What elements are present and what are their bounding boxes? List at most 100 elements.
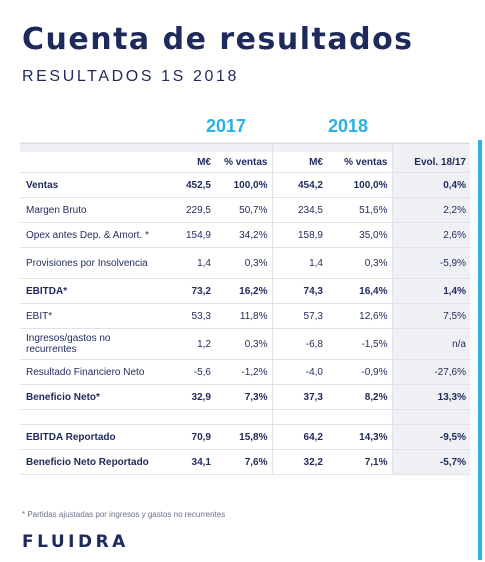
cell-label: Ingresos/gastos no recurrentes	[20, 328, 155, 360]
cell-me-2017: 1,2	[155, 328, 215, 360]
cell-me-2017: 229,5	[155, 197, 215, 223]
cell-pct-2018: -1,5%	[327, 328, 392, 360]
column-header-me-2017: M€	[155, 144, 215, 173]
table-row: Beneficio Neto Reportado 34,1 7,6% 32,2 7,1%…	[20, 449, 470, 475]
cell-evolution: 1,4%	[391, 278, 470, 304]
table-row: EBITDA Reportado 70,9 15,8% 64,2 14,3% -9,5%	[20, 424, 470, 450]
spacer-cell	[20, 409, 155, 425]
cell-me-2018: -4,0	[271, 359, 327, 385]
cell-evolution: 13,3%	[391, 384, 470, 410]
column-header-pct-2017: % ventas	[215, 144, 272, 173]
spacer-cell	[327, 409, 392, 425]
column-header-label	[20, 144, 155, 173]
cell-evolution: n/a	[391, 328, 470, 360]
column-header-me-2018: M€	[271, 144, 327, 173]
cell-pct-2018: 8,2%	[327, 384, 392, 410]
cell-me-2017: 32,9	[155, 384, 215, 410]
cell-pct-2018: 35,0%	[327, 222, 392, 248]
column-header-evolution: Evol. 18/17	[391, 144, 470, 173]
cell-pct-2017: 7,3%	[215, 384, 272, 410]
cell-label: EBITDA Reportado	[20, 424, 155, 450]
cell-pct-2017: 0,3%	[215, 247, 272, 279]
cell-pct-2018: 51,6%	[327, 197, 392, 223]
cell-label: EBIT*	[20, 303, 155, 329]
cell-me-2017: 34,1	[155, 449, 215, 475]
cell-pct-2017: 100,0%	[215, 172, 272, 198]
cell-me-2018: 64,2	[271, 424, 327, 450]
year-2018-heading: 2018	[328, 116, 369, 136]
cell-label: Margen Bruto	[20, 197, 155, 223]
page-title: Cuenta de resultados	[22, 22, 414, 57]
cell-me-2017: -5,6	[155, 359, 215, 385]
table-row: Provisiones por Insolvencia 1,4 0,3% 1,4 0,3…	[20, 247, 470, 279]
table-header-row: M€ % ventas M€ % ventas Evol. 18/17	[20, 144, 470, 173]
cell-me-2017: 70,9	[155, 424, 215, 450]
table-body: Ventas 452,5 100,0% 454,2 100,0% 0,4% Margen B…	[20, 172, 470, 475]
table-row: Ventas 452,5 100,0% 454,2 100,0% 0,4%	[20, 172, 470, 198]
cell-evolution: 7,5%	[391, 303, 470, 329]
cell-pct-2017: -1,2%	[215, 359, 272, 385]
cell-label: Beneficio Neto Reportado	[20, 449, 155, 475]
cell-label: Ventas	[20, 172, 155, 198]
table-row: Opex antes Dep. & Amort. * 154,9 34,2% 158,…	[20, 222, 470, 248]
table-row: EBIT* 53,3 11,8% 57,3 12,6% 7,5%	[20, 303, 470, 329]
footnote: * Partidas ajustadas por ingresos y gast…	[22, 510, 226, 519]
column-header-pct-2018: % ventas	[327, 144, 392, 173]
cell-me-2018: 1,4	[271, 247, 327, 279]
cell-me-2017: 53,3	[155, 303, 215, 329]
cell-evolution: 2,6%	[391, 222, 470, 248]
page-subtitle: RESULTADOS 1S 2018	[22, 68, 239, 85]
cell-me-2017: 452,5	[155, 172, 215, 198]
cell-me-2018: 32,2	[271, 449, 327, 475]
results-table: M€ % ventas M€ % ventas Evol. 18/17 Vent…	[20, 144, 470, 475]
table-row: Resultado Financiero Neto -5,6 -1,2% -4,0 -0…	[20, 359, 470, 385]
cell-pct-2018: 7,1%	[327, 449, 392, 475]
cell-me-2018: 37,3	[271, 384, 327, 410]
cell-label: Opex antes Dep. & Amort. *	[20, 222, 155, 248]
cell-me-2018: 74,3	[271, 278, 327, 304]
cell-evolution: 0,4%	[391, 172, 470, 198]
fluidra-logo: FLUIDRA	[22, 532, 129, 552]
cell-evolution: -5,9%	[391, 247, 470, 279]
table-row: Beneficio Neto* 32,9 7,3% 37,3 8,2% 13,3%	[20, 384, 470, 410]
cell-pct-2017: 11,8%	[215, 303, 272, 329]
spacer-cell	[215, 409, 272, 425]
cell-evolution: -27,6%	[391, 359, 470, 385]
spacer-cell	[271, 409, 327, 425]
spacer-cell	[155, 409, 215, 425]
cell-me-2018: 454,2	[271, 172, 327, 198]
table-spacer-row	[20, 409, 470, 425]
cell-label: Resultado Financiero Neto	[20, 359, 155, 385]
cell-evolution: -5,7%	[391, 449, 470, 475]
cell-pct-2017: 50,7%	[215, 197, 272, 223]
cell-pct-2017: 7,6%	[215, 449, 272, 475]
year-2017-heading: 2017	[206, 116, 247, 136]
table-row: Margen Bruto 229,5 50,7% 234,5 51,6% 2,2%	[20, 197, 470, 223]
cell-pct-2017: 0,3%	[215, 328, 272, 360]
cell-me-2017: 73,2	[155, 278, 215, 304]
cell-pct-2017: 15,8%	[215, 424, 272, 450]
cell-label: Beneficio Neto*	[20, 384, 155, 410]
table-row: EBITDA* 73,2 16,2% 74,3 16,4% 1,4%	[20, 278, 470, 304]
cell-label: Provisiones por Insolvencia	[20, 247, 155, 279]
cell-me-2018: 57,3	[271, 303, 327, 329]
cell-me-2017: 1,4	[155, 247, 215, 279]
results-table-container: M€ % ventas M€ % ventas Evol. 18/17 Vent…	[20, 143, 470, 475]
cell-pct-2018: -0,9%	[327, 359, 392, 385]
cell-label: EBITDA*	[20, 278, 155, 304]
cell-me-2018: -6,8	[271, 328, 327, 360]
table-row: Ingresos/gastos no recurrentes 1,2 0,3% -6,…	[20, 328, 470, 360]
cell-evolution: 2,2%	[391, 197, 470, 223]
cell-pct-2018: 16,4%	[327, 278, 392, 304]
cell-pct-2018: 14,3%	[327, 424, 392, 450]
spacer-cell	[391, 409, 470, 425]
cell-pct-2018: 0,3%	[327, 247, 392, 279]
cell-me-2018: 234,5	[271, 197, 327, 223]
cell-pct-2018: 12,6%	[327, 303, 392, 329]
cell-evolution: -9,5%	[391, 424, 470, 450]
cell-me-2017: 154,9	[155, 222, 215, 248]
accent-bar	[478, 140, 482, 560]
cell-pct-2018: 100,0%	[327, 172, 392, 198]
cell-pct-2017: 16,2%	[215, 278, 272, 304]
cell-me-2018: 158,9	[271, 222, 327, 248]
